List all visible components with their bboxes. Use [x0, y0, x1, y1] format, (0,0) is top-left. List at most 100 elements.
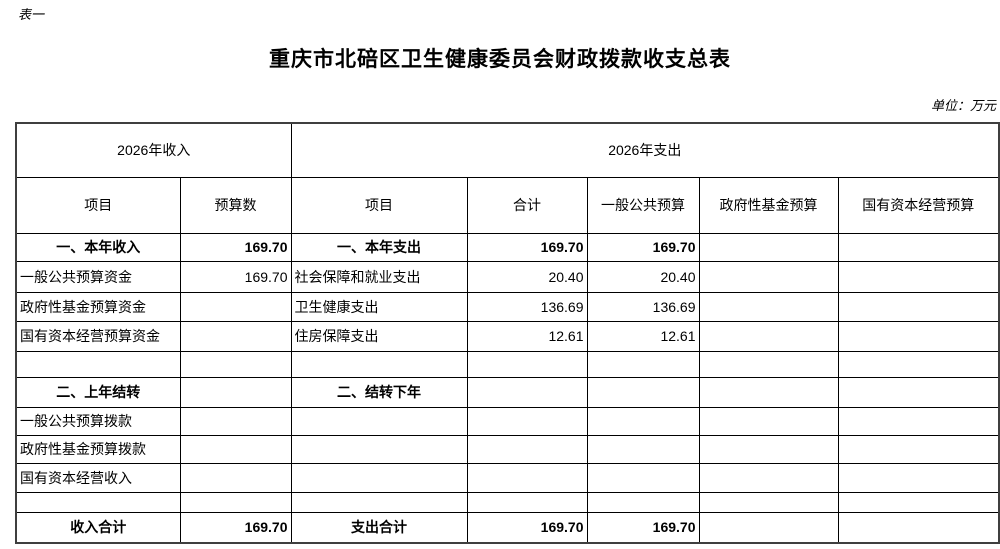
- table-row: 二、上年结转 二、结转下年: [15, 376, 1000, 408]
- expense-general-budget-cell: [586, 491, 700, 513]
- expense-general-budget-cell: 169.70: [586, 511, 700, 544]
- expense-total-cell: [466, 350, 588, 378]
- income-budget-cell: [179, 291, 292, 322]
- income-budget-cell: [179, 320, 292, 352]
- income-budget-cell: [179, 406, 292, 436]
- expense-state-capital-cell: [837, 462, 1000, 493]
- expense-total-label-cell: 支出合计: [290, 511, 468, 544]
- expense-gov-fund-cell: [698, 376, 839, 408]
- col-header-expense-total: 合计: [466, 176, 588, 234]
- income-budget-cell: [179, 376, 292, 408]
- income-item-cell: 政府性基金预算资金: [15, 291, 181, 322]
- expense-total-cell: [466, 434, 588, 464]
- table-row: 一般公共预算资金 169.70 社会保障和就业支出 20.40 20.40: [15, 260, 1000, 293]
- expense-state-capital-cell: [837, 260, 1000, 293]
- col-header-general-budget: 一般公共预算: [586, 176, 700, 234]
- table-row: [15, 350, 1000, 378]
- income-item-cell: 国有资本经营预算资金: [15, 320, 181, 352]
- table-row: 一、本年收入 169.70 一、本年支出 169.70 169.70: [15, 232, 1000, 262]
- expense-state-capital-cell: [837, 406, 1000, 436]
- table-row: 政府性基金预算拨款: [15, 434, 1000, 464]
- expense-total-cell: [466, 491, 588, 513]
- group-header-row: 2026年收入 2026年支出: [15, 122, 1000, 178]
- income-item-cell: 一般公共预算资金: [15, 260, 181, 293]
- income-budget-cell: 169.70: [179, 260, 292, 293]
- expense-general-budget-cell: [586, 350, 700, 378]
- page-title: 重庆市北碚区卫生健康委员会财政拨款收支总表: [269, 48, 731, 71]
- expense-item-cell: [290, 491, 468, 513]
- column-header-row: 项目 预算数 项目 合计 一般公共预算 政府性基金预算 国有资本经营预算: [15, 176, 1000, 234]
- expense-item-cell: 社会保障和就业支出: [290, 260, 468, 293]
- expense-general-budget-cell: 136.69: [586, 291, 700, 322]
- table-row: 收入合计 169.70 支出合计 169.70 169.70: [15, 511, 1000, 544]
- budget-summary-table: 2026年收入 2026年支出 项目 预算数 项目 合计 一般公共预算 政府性基…: [15, 122, 1000, 544]
- income-budget-cell: 169.70: [179, 232, 292, 262]
- expense-general-budget-cell: 169.70: [586, 232, 700, 262]
- income-budget-cell: [179, 491, 292, 513]
- expense-item-cell: [290, 462, 468, 493]
- expense-state-capital-cell: [837, 491, 1000, 513]
- expense-gov-fund-cell: [698, 320, 839, 352]
- income-total-label-cell: 收入合计: [15, 511, 181, 544]
- expense-general-budget-cell: [586, 434, 700, 464]
- income-item-cell: 政府性基金预算拨款: [15, 434, 181, 464]
- income-item-cell: 国有资本经营收入: [15, 462, 181, 493]
- col-header-income-item: 项目: [15, 176, 181, 234]
- expense-total-cell: [466, 376, 588, 408]
- income-item-cell: 一般公共预算拨款: [15, 406, 181, 436]
- expense-gov-fund-cell: [698, 491, 839, 513]
- expense-state-capital-cell: [837, 320, 1000, 352]
- expense-gov-fund-cell: [698, 462, 839, 493]
- expense-gov-fund-cell: [698, 350, 839, 378]
- table-row: 政府性基金预算资金 卫生健康支出 136.69 136.69: [15, 291, 1000, 322]
- expense-state-capital-cell: [837, 434, 1000, 464]
- col-header-expense-item: 项目: [290, 176, 468, 234]
- expense-total-cell: [466, 462, 588, 493]
- expense-state-capital-cell: [837, 376, 1000, 408]
- expense-gov-fund-cell: [698, 260, 839, 293]
- expense-gov-fund-cell: [698, 511, 839, 544]
- income-item-cell: [15, 350, 181, 378]
- expense-general-budget-cell: [586, 376, 700, 408]
- expense-item-cell: [290, 406, 468, 436]
- expense-total-cell: 20.40: [466, 260, 588, 293]
- expense-gov-fund-cell: [698, 434, 839, 464]
- expense-item-cell: 卫生健康支出: [290, 291, 468, 322]
- expense-state-capital-cell: [837, 232, 1000, 262]
- expense-item-cell: 二、结转下年: [290, 376, 468, 408]
- expense-total-cell: 12.61: [466, 320, 588, 352]
- expense-gov-fund-cell: [698, 232, 839, 262]
- income-item-cell: 一、本年收入: [15, 232, 181, 262]
- expense-state-capital-cell: [837, 511, 1000, 544]
- expense-general-budget-cell: [586, 462, 700, 493]
- income-total-amount-cell: 169.70: [179, 511, 292, 544]
- expense-item-cell: [290, 350, 468, 378]
- col-header-income-budget: 预算数: [179, 176, 292, 234]
- income-group-header: 2026年收入: [15, 122, 292, 178]
- expense-general-budget-cell: 12.61: [586, 320, 700, 352]
- table-number-label: 表一: [18, 8, 45, 23]
- expense-item-cell: 一、本年支出: [290, 232, 468, 262]
- col-header-gov-fund-budget: 政府性基金预算: [698, 176, 839, 234]
- table-row: 国有资本经营收入: [15, 462, 1000, 493]
- table-row: 一般公共预算拨款: [15, 406, 1000, 436]
- expense-gov-fund-cell: [698, 406, 839, 436]
- expense-total-cell: 136.69: [466, 291, 588, 322]
- expense-item-cell: [290, 434, 468, 464]
- table-row: 国有资本经营预算资金 住房保障支出 12.61 12.61: [15, 320, 1000, 352]
- income-budget-cell: [179, 434, 292, 464]
- expense-general-budget-cell: 20.40: [586, 260, 700, 293]
- expense-state-capital-cell: [837, 350, 1000, 378]
- income-budget-cell: [179, 462, 292, 493]
- table-row: [15, 491, 1000, 513]
- col-header-state-capital-budget: 国有资本经营预算: [837, 176, 1000, 234]
- expense-general-budget-cell: [586, 406, 700, 436]
- expense-state-capital-cell: [837, 291, 1000, 322]
- expense-group-header: 2026年支出: [290, 122, 1000, 178]
- income-item-cell: 二、上年结转: [15, 376, 181, 408]
- income-budget-cell: [179, 350, 292, 378]
- expense-total-cell: 169.70: [466, 511, 588, 544]
- expense-total-cell: 169.70: [466, 232, 588, 262]
- expense-total-cell: [466, 406, 588, 436]
